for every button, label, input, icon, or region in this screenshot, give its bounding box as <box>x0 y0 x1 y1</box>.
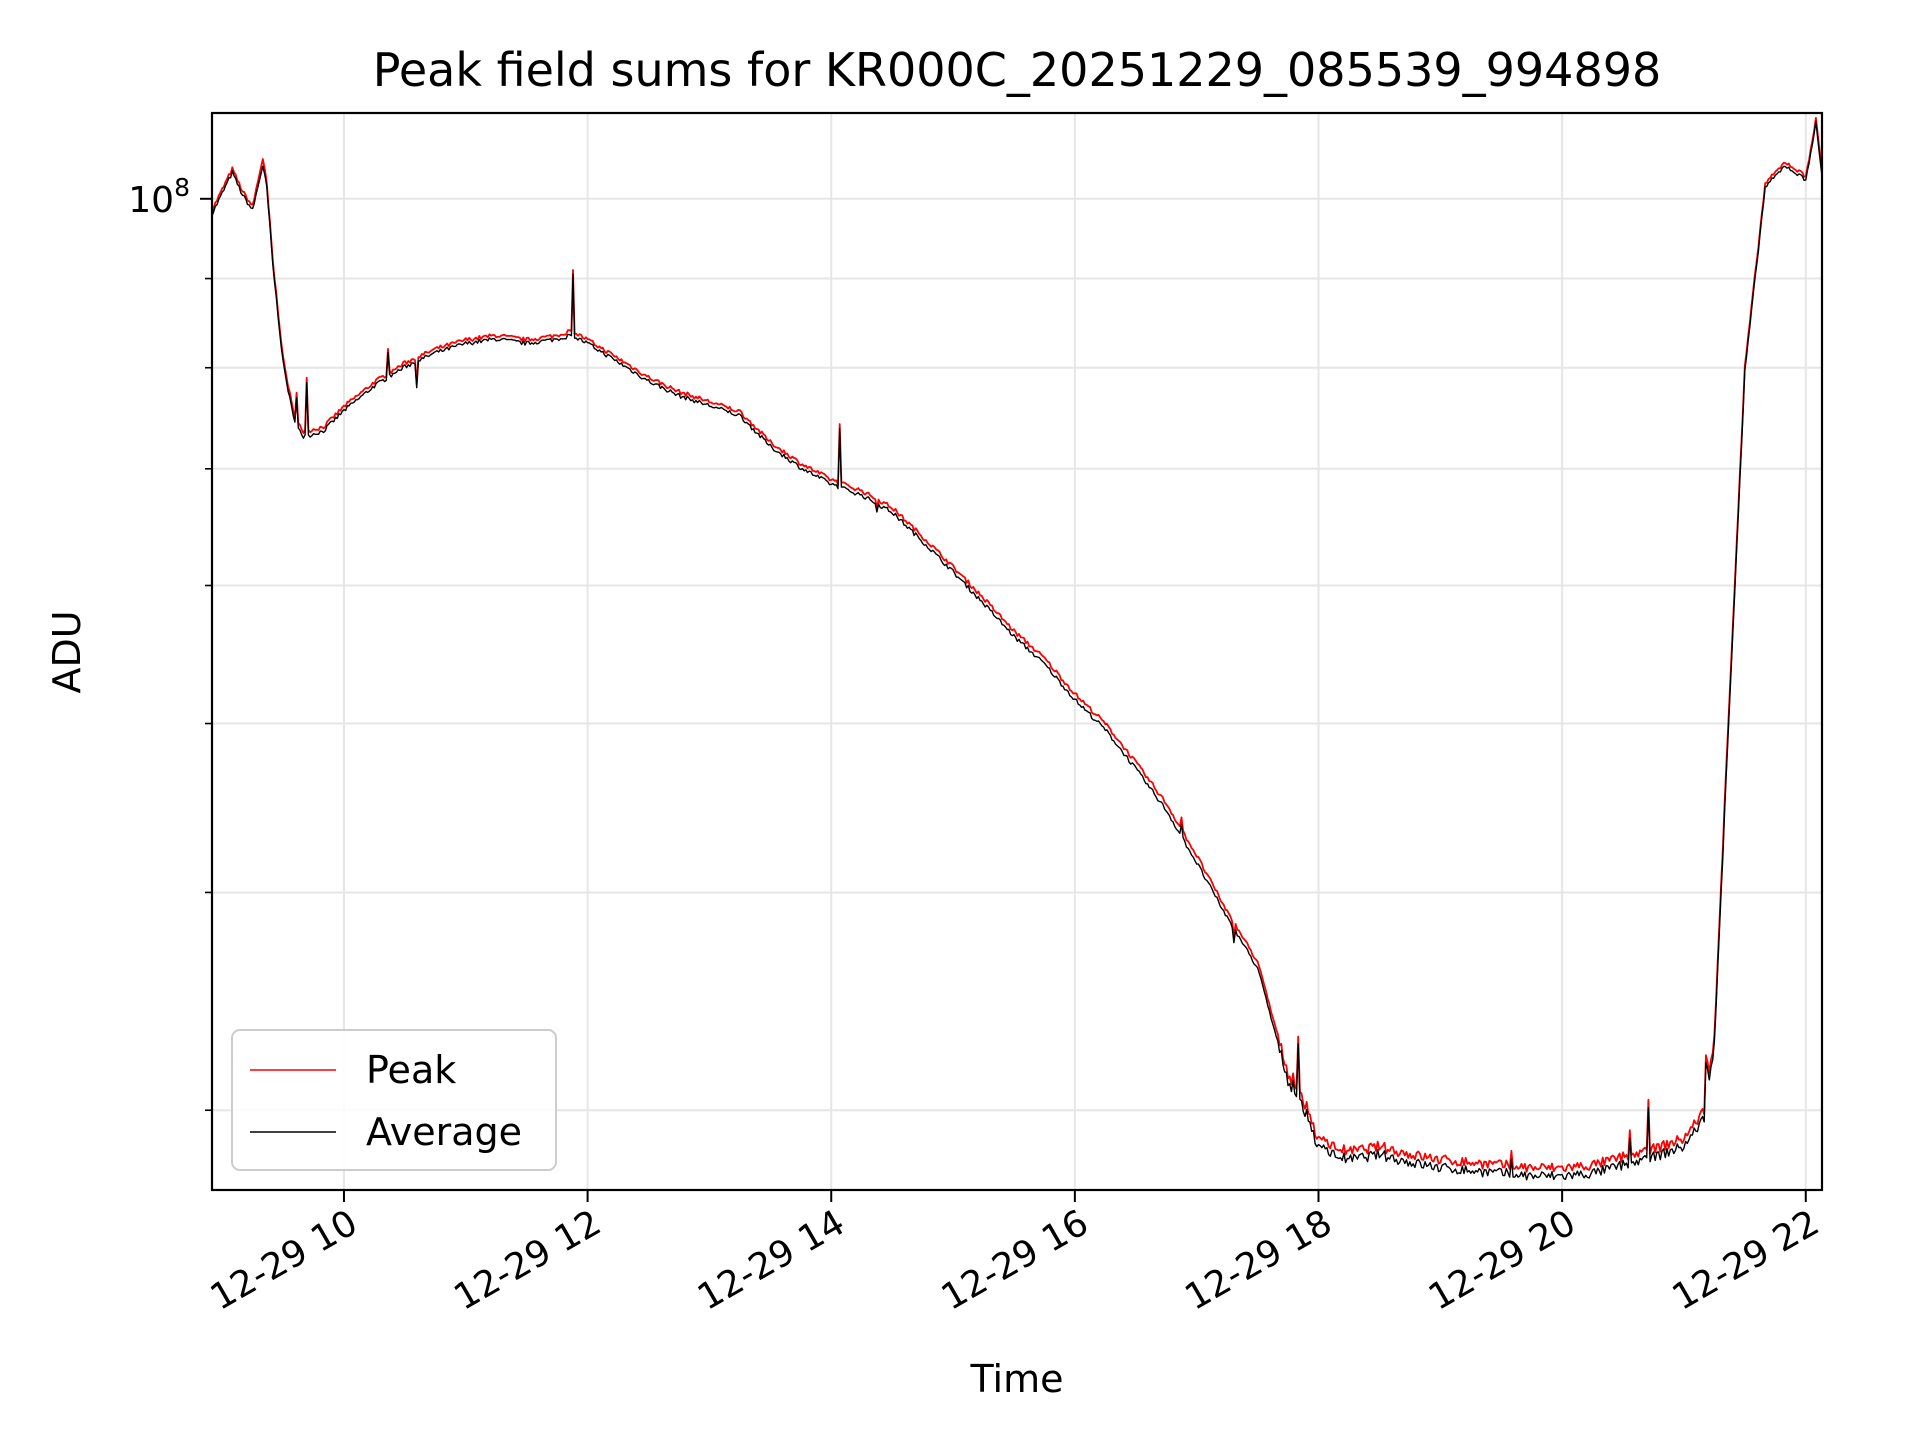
legend-label-average: Average <box>366 1110 522 1154</box>
series-line-average <box>211 120 1823 1181</box>
series-line-peak <box>211 117 1823 1173</box>
legend-label-peak: Peak <box>366 1048 456 1092</box>
y-tick-label-1e8: 108 <box>128 173 190 221</box>
plot-frame <box>210 111 1824 1192</box>
y-axis-label: ADU <box>45 610 89 693</box>
y-axis: 108 <box>128 173 212 1112</box>
y-tick-base: 10 <box>128 180 174 221</box>
grid-lines <box>212 113 1822 1190</box>
legend-box <box>231 1029 557 1171</box>
chart-title: Peak field sums for KR000C_20251229_0855… <box>373 43 1662 97</box>
x-axis-label: Time <box>970 1357 1064 1401</box>
series-group <box>211 117 1823 1181</box>
legend: Peak Average <box>231 1029 557 1171</box>
y-tick-exponent: 8 <box>174 173 190 202</box>
